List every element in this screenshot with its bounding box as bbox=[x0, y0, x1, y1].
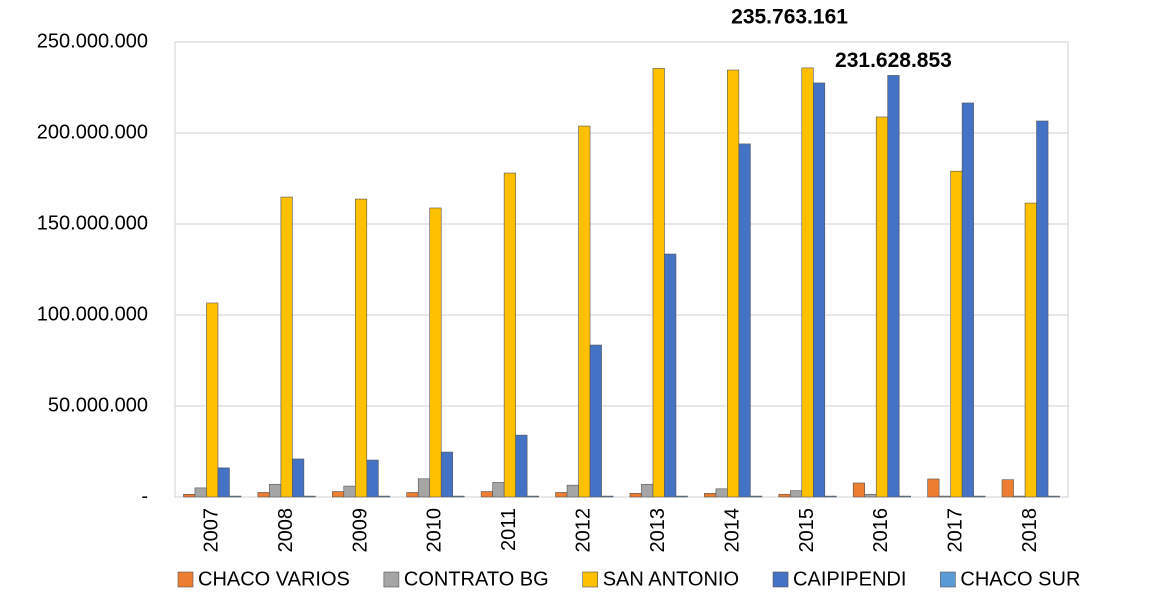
bar bbox=[206, 302, 219, 498]
legend-swatch bbox=[772, 571, 789, 588]
bar bbox=[1001, 479, 1014, 498]
bar bbox=[715, 488, 728, 498]
bar bbox=[354, 198, 368, 498]
bar bbox=[938, 495, 951, 498]
bar bbox=[194, 487, 207, 498]
bar bbox=[738, 143, 751, 498]
x-tick-label: 2017 bbox=[945, 508, 967, 553]
bar bbox=[515, 434, 528, 498]
bar bbox=[440, 451, 454, 498]
value-label: 235.763.161 bbox=[731, 5, 848, 28]
y-tick-label: 150.000.000 bbox=[37, 212, 148, 234]
bar bbox=[704, 493, 717, 498]
bar bbox=[343, 485, 356, 498]
bar bbox=[366, 459, 379, 498]
bar bbox=[229, 495, 242, 498]
bar bbox=[652, 68, 665, 498]
bar bbox=[927, 478, 940, 498]
x-tick-label: 2018 bbox=[1019, 508, 1041, 553]
y-tick-label: - bbox=[141, 485, 148, 507]
bar bbox=[417, 478, 431, 498]
bar bbox=[898, 495, 912, 498]
bar bbox=[492, 482, 505, 498]
bar bbox=[1036, 120, 1049, 498]
bar bbox=[629, 493, 642, 498]
x-tick-label: 2012 bbox=[573, 508, 595, 553]
bar bbox=[1024, 202, 1037, 498]
bar bbox=[641, 483, 654, 498]
legend-label: CHACO SUR bbox=[960, 568, 1080, 590]
legend-swatch bbox=[940, 571, 956, 588]
bar bbox=[812, 82, 826, 498]
legend-swatch bbox=[177, 571, 194, 588]
bar bbox=[280, 196, 293, 498]
bar bbox=[183, 493, 196, 498]
bar bbox=[269, 483, 282, 498]
y-tick-label: 250.000.000 bbox=[37, 30, 148, 52]
x-tick-label: 2013 bbox=[647, 508, 669, 553]
bar bbox=[852, 482, 866, 498]
legend-swatch bbox=[383, 571, 400, 588]
bar bbox=[578, 125, 591, 498]
bar bbox=[526, 495, 539, 498]
legend-label: CHACO VARIOS bbox=[198, 568, 350, 590]
bar bbox=[1013, 495, 1026, 498]
x-tick-label: 2016 bbox=[870, 508, 892, 553]
legend-label: CAIPIPENDI bbox=[793, 568, 906, 590]
bar bbox=[1047, 495, 1060, 498]
bar bbox=[973, 495, 986, 498]
bar bbox=[566, 484, 579, 498]
x-tick-label: 2007 bbox=[200, 508, 222, 553]
x-tick-label: 2011 bbox=[498, 508, 520, 551]
y-tick-label: 200.000.000 bbox=[37, 121, 148, 143]
bar bbox=[452, 495, 465, 498]
legend-label: SAN ANTONIO bbox=[603, 568, 739, 590]
value-label: 231.628.853 bbox=[835, 49, 952, 72]
bar bbox=[675, 495, 688, 498]
bar bbox=[887, 75, 900, 498]
bar bbox=[778, 493, 791, 498]
bar bbox=[950, 170, 963, 498]
bar bbox=[480, 491, 493, 498]
bar bbox=[601, 495, 614, 498]
x-tick-label: 2008 bbox=[275, 508, 297, 553]
bar bbox=[331, 491, 345, 498]
legend-swatch bbox=[582, 571, 599, 588]
bar bbox=[664, 253, 677, 498]
bar bbox=[217, 467, 230, 498]
legend-label: CONTRATO BG bbox=[404, 568, 549, 590]
bar bbox=[961, 102, 974, 498]
bar bbox=[727, 69, 740, 498]
y-tick-label: 100.000.000 bbox=[37, 303, 148, 325]
bar bbox=[377, 495, 391, 498]
bar bbox=[257, 492, 270, 498]
x-tick-label: 2015 bbox=[796, 508, 818, 553]
y-tick-label: 50.000.000 bbox=[48, 394, 148, 416]
x-tick-label: 2014 bbox=[721, 508, 743, 553]
plot-area bbox=[174, 41, 1069, 498]
bar bbox=[824, 495, 837, 498]
bar bbox=[555, 492, 568, 498]
x-tick-label: 2010 bbox=[424, 508, 446, 553]
bar bbox=[875, 116, 889, 498]
bar bbox=[429, 207, 442, 498]
bar bbox=[789, 490, 803, 498]
bar bbox=[406, 492, 419, 498]
x-tick-label: 2009 bbox=[349, 508, 371, 553]
bar bbox=[750, 495, 763, 498]
bar bbox=[303, 495, 316, 498]
bar bbox=[864, 493, 877, 498]
bar bbox=[503, 172, 516, 498]
bar bbox=[292, 458, 305, 498]
bar bbox=[589, 344, 602, 498]
bar bbox=[801, 67, 814, 498]
